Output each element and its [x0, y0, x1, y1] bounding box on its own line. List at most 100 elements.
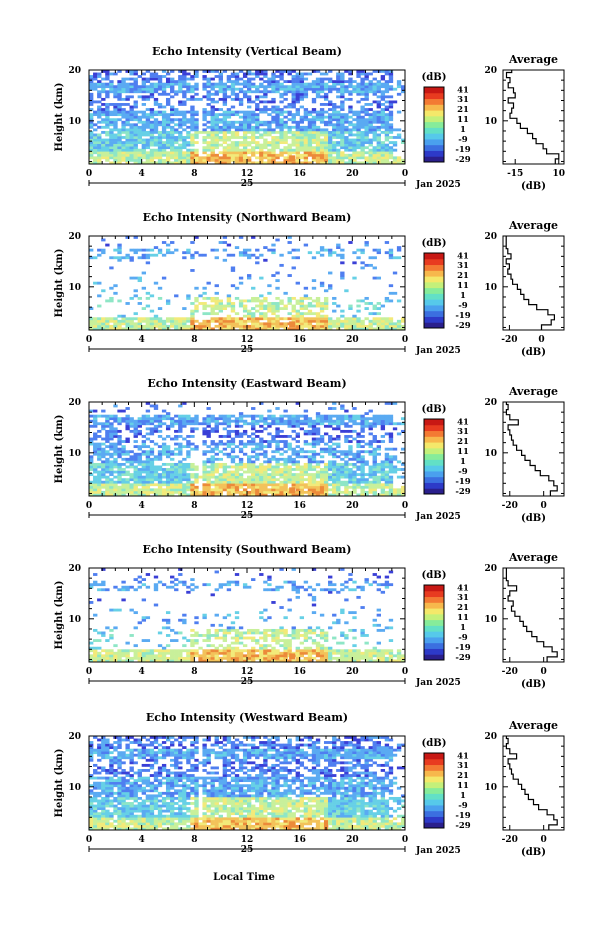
colorbar-segment	[424, 98, 444, 105]
colorbar-segment	[424, 424, 444, 432]
profile-x-tick-label: 0	[541, 501, 547, 511]
colorbar-segment	[424, 636, 444, 644]
panel-1: Echo Intensity (Northward Beam)2010Heigh…	[54, 211, 565, 358]
profile-x-tick-label: -20	[501, 335, 517, 345]
colorbar-segment	[424, 753, 444, 760]
echo-peak	[289, 821, 296, 828]
panel-title: Echo Intensity (Vertical Beam)	[152, 45, 342, 58]
colorbar-segment	[424, 613, 444, 621]
colorbar-unit: (dB)	[422, 570, 447, 581]
colorbar-tick-label: 21	[457, 771, 469, 781]
colorbar-segment	[424, 442, 444, 449]
colorbar-tick-label: 41	[457, 251, 469, 261]
y-tick-label: 20	[68, 564, 81, 574]
panel-title: Echo Intensity (Southward Beam)	[143, 543, 352, 556]
profile-y-tick-label: 10	[484, 117, 497, 127]
profile-x-label: (dB)	[521, 347, 546, 358]
profile-x-tick-label: -15	[507, 169, 523, 179]
colorbar-segment	[424, 764, 444, 771]
colorbar-tick-label: 21	[457, 437, 469, 447]
colorbar-tick-label: -9	[458, 135, 468, 145]
x-tick-label: 16	[293, 501, 306, 511]
x-tick-label: 16	[293, 667, 306, 677]
colorbar-tick-label: -19	[455, 811, 470, 821]
colorbar-segment	[424, 316, 444, 323]
colorbar-segment	[424, 793, 444, 800]
colorbar-tick-label: -29	[455, 653, 470, 663]
colorbar-segment	[424, 619, 444, 626]
date-day-label: 25	[241, 511, 254, 521]
average-profile: Average 20 10 -20 0 (dB)	[484, 719, 565, 858]
profile-x-tick-label: 0	[541, 835, 547, 845]
x-tick-label: 8	[191, 835, 197, 845]
colorbar-tick-label: -29	[455, 821, 470, 831]
colorbar-segment	[424, 465, 444, 472]
echo-field	[89, 568, 406, 663]
x-tick-label: 8	[191, 667, 197, 677]
date-day-label: 25	[241, 845, 254, 855]
colorbar-segment	[424, 476, 444, 483]
x-tick-label: 0	[86, 169, 92, 179]
x-tick-label: 16	[293, 835, 306, 845]
colorbar-segment	[424, 281, 444, 289]
colorbar-segment	[424, 104, 444, 111]
colorbar-segment	[424, 822, 444, 829]
colorbar-segment	[424, 781, 444, 789]
colorbar-segment	[424, 631, 444, 638]
colorbar-frame	[423, 86, 445, 163]
x-tick-label: 0	[86, 835, 92, 845]
colorbar-tick-label: 31	[457, 593, 469, 603]
colorbar-frame	[423, 418, 445, 495]
colorbar-segment	[424, 127, 444, 134]
colorbar-frame	[423, 252, 445, 329]
colorbar-segment	[424, 270, 444, 277]
colorbar-tick-label: -9	[458, 467, 468, 477]
colorbar-unit: (dB)	[422, 738, 447, 749]
x-tick-label: 0	[402, 667, 408, 677]
date-month-label: Jan 2025	[415, 512, 461, 522]
echo-peak	[289, 487, 296, 494]
average-profile: Average 20 10 -20 0 (dB)	[484, 219, 565, 358]
colorbar-tick-label: 11	[457, 781, 469, 791]
x-tick-label: 12	[241, 335, 254, 345]
colorbar-segment	[424, 322, 444, 329]
colorbar-segment	[424, 648, 444, 655]
echo-field	[89, 402, 406, 497]
colorbar-segment	[424, 87, 444, 94]
colorbar-segment	[424, 253, 444, 260]
x-tick-label: 12	[241, 169, 254, 179]
x-tick-label: 20	[346, 169, 359, 179]
date-day-label: 25	[241, 179, 254, 189]
colorbar-segment	[424, 787, 444, 794]
profile-title: Average	[508, 719, 558, 732]
colorbar-tick-label: 31	[457, 261, 469, 271]
x-tick-label: 0	[86, 335, 92, 345]
panel-title: Echo Intensity (Northward Beam)	[143, 211, 352, 224]
colorbar-segment	[424, 287, 444, 294]
profile-line	[505, 568, 558, 662]
profile-x-tick-label: -20	[502, 667, 518, 677]
profile-frame	[502, 235, 565, 331]
y-tick-label: 20	[68, 398, 81, 408]
colorbar-segment	[424, 488, 444, 495]
profile-x-tick-label: -20	[502, 835, 518, 845]
colorbar-segment	[424, 453, 444, 460]
colorbar-segment	[424, 144, 444, 151]
echo-field	[89, 236, 406, 331]
colorbar-tick-label: 31	[457, 427, 469, 437]
colorbar-segment	[424, 799, 444, 806]
colorbar-segment	[424, 133, 444, 140]
colorbar-segment	[424, 436, 444, 443]
x-tick-label: 20	[346, 335, 359, 345]
profile-frame	[502, 69, 565, 165]
profile-y-tick-label: 10	[484, 615, 497, 625]
y-tick-label: 10	[68, 283, 81, 293]
colorbar-segment	[424, 115, 444, 123]
colorbar-tick-label: 31	[457, 761, 469, 771]
profile-line	[505, 736, 558, 830]
profile-frame	[502, 735, 565, 831]
colorbar-tick-label: 41	[457, 417, 469, 427]
x-tick-label: 16	[293, 335, 306, 345]
plot-frame	[88, 567, 406, 663]
colorbar-segment	[424, 264, 444, 271]
